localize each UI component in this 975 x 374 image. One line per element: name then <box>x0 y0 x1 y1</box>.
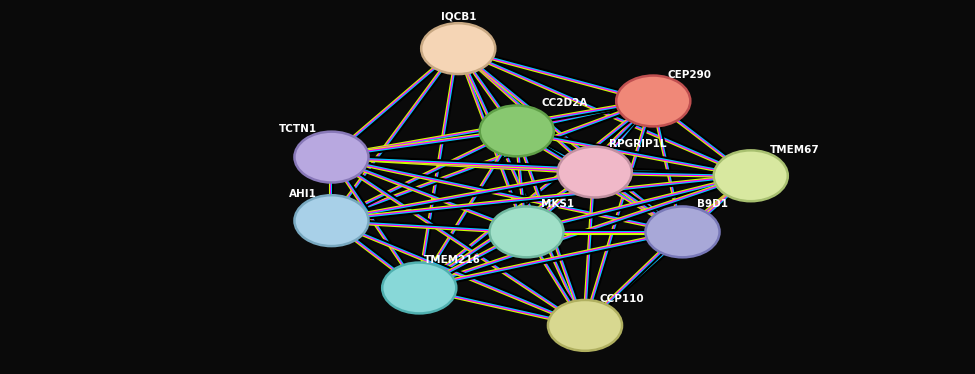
Text: CC2D2A: CC2D2A <box>541 98 588 108</box>
Text: TMEM67: TMEM67 <box>770 145 820 154</box>
Ellipse shape <box>616 76 690 126</box>
Ellipse shape <box>489 206 564 257</box>
Ellipse shape <box>548 300 622 351</box>
Text: CEP290: CEP290 <box>668 70 712 80</box>
Ellipse shape <box>714 150 788 201</box>
Text: RPGRIP1L: RPGRIP1L <box>609 139 667 149</box>
Text: MKS1: MKS1 <box>541 199 574 209</box>
Text: IQCB1: IQCB1 <box>441 12 476 22</box>
Ellipse shape <box>480 105 554 156</box>
Text: B9D1: B9D1 <box>697 199 728 209</box>
Ellipse shape <box>645 206 720 257</box>
Ellipse shape <box>558 147 632 197</box>
Text: AHI1: AHI1 <box>289 190 317 199</box>
Text: TCTN1: TCTN1 <box>279 124 317 134</box>
Ellipse shape <box>421 23 495 74</box>
Ellipse shape <box>294 132 369 183</box>
Text: TMEM216: TMEM216 <box>424 255 481 265</box>
Text: CCP110: CCP110 <box>600 294 644 304</box>
Ellipse shape <box>294 195 369 246</box>
Ellipse shape <box>382 263 456 313</box>
